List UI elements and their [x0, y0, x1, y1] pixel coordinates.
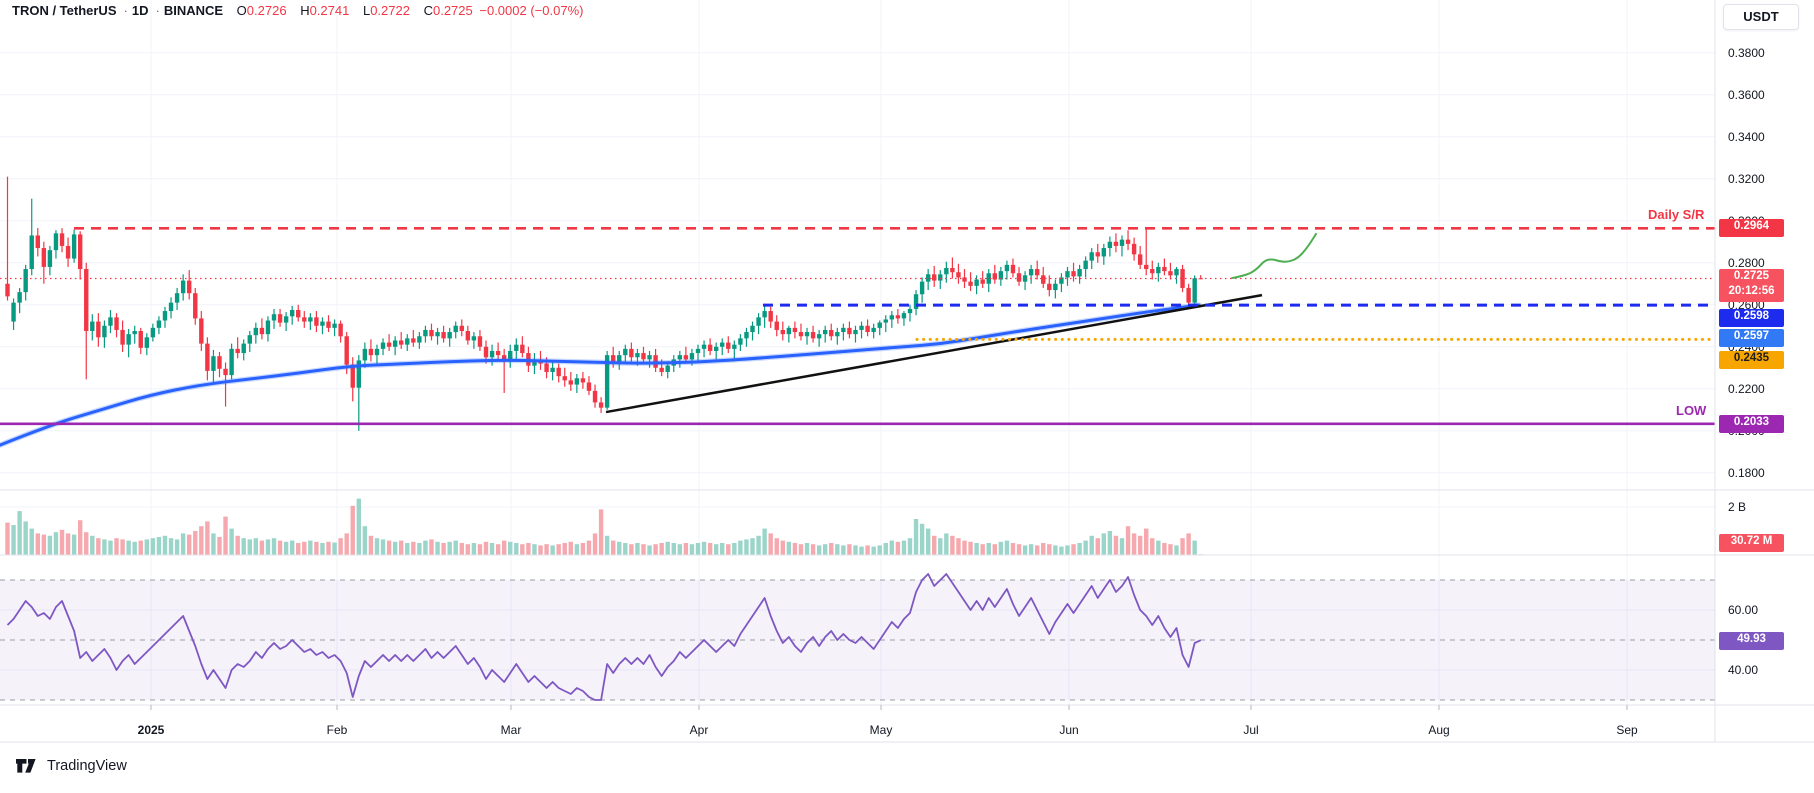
time-axis-label: Aug [1428, 723, 1450, 737]
currency-usdt-button[interactable]: USDT [1723, 4, 1799, 30]
time-axis-label: Feb [326, 723, 348, 737]
low-line-label: LOW [1676, 402, 1707, 418]
price-axis-label: 0.3800 [1728, 45, 1765, 60]
daily-sr-label: Daily S/R [1648, 207, 1705, 223]
axis-badge-ma-value: 0.2597 [1719, 329, 1784, 347]
grid-layer [0, 0, 1715, 705]
time-axis-label: 2025 [137, 723, 165, 737]
interval-label[interactable]: 1D [131, 3, 149, 18]
close-value: 0.2725 [432, 3, 473, 18]
price-axis-label: 0.3200 [1728, 171, 1765, 186]
volume-axis-label: 2 B [1728, 500, 1747, 514]
axis-badge-volume: 30.72 M [1719, 534, 1784, 552]
pane-separators [0, 0, 1814, 743]
ma-line [0, 302, 1202, 448]
exchange-label[interactable]: BINANCE [163, 3, 224, 18]
axis-badge-daily-sr: 0.2964 [1719, 219, 1784, 237]
time-axis-label: Sep [1616, 723, 1638, 737]
price-axis-label: 0.3600 [1728, 87, 1765, 102]
tradingview-logo-icon [16, 759, 36, 773]
high-value: 0.2741 [309, 3, 350, 18]
candles-layer [5, 176, 1203, 431]
time-axis-label: May [869, 723, 893, 737]
low-value: 0.2722 [370, 3, 410, 18]
volume-bars-layer [5, 498, 1203, 556]
time-axis-label: Apr [689, 723, 709, 737]
axis-badge-last-price: 0.2725 20:12:56 [1719, 268, 1784, 302]
open-value: 0.2726 [246, 3, 287, 18]
separator-dot: · [123, 3, 128, 18]
symbol-name[interactable]: TRON / TetherUS [12, 3, 117, 18]
axis-badge-support: 0.2435 [1719, 351, 1784, 369]
rsi-axis-label-60: 60.00 [1728, 603, 1759, 617]
time-axis-label: Mar [500, 723, 522, 737]
price-axis-label: 0.1800 [1728, 465, 1765, 480]
axis-badge-rsi: 49.93 [1719, 632, 1784, 650]
high-label: H [300, 3, 310, 18]
axis-badge-resistance: 0.2598 [1719, 309, 1784, 327]
axis-badge-low: 0.2033 [1719, 415, 1784, 433]
projection-curve-drawing[interactable] [1231, 232, 1317, 280]
time-axis-label: Jul [1243, 723, 1259, 737]
open-label: O [236, 3, 247, 18]
tradingview-logo[interactable]: TradingView [16, 756, 127, 776]
price-axis-label: 0.3400 [1728, 129, 1765, 144]
change-value: −0.0002 (−0.07%) [479, 3, 584, 18]
rsi-axis-label-40: 40.00 [1728, 663, 1759, 677]
price-axis-label: 0.2800 [1728, 255, 1765, 270]
close-label: C [423, 3, 433, 18]
separator-dot: · [155, 3, 160, 18]
time-axis-label: Jun [1059, 723, 1079, 737]
trendline-drawing[interactable] [605, 293, 1263, 414]
tradingview-logo-text: TradingView [47, 758, 127, 774]
symbol-header: TRON / TetherUS · 1D · BINANCE O0.2726 H0.27… [12, 3, 586, 18]
price-axis-label: 0.2200 [1728, 381, 1765, 396]
rsi-line [6, 573, 1202, 701]
low-label: L [362, 3, 371, 18]
